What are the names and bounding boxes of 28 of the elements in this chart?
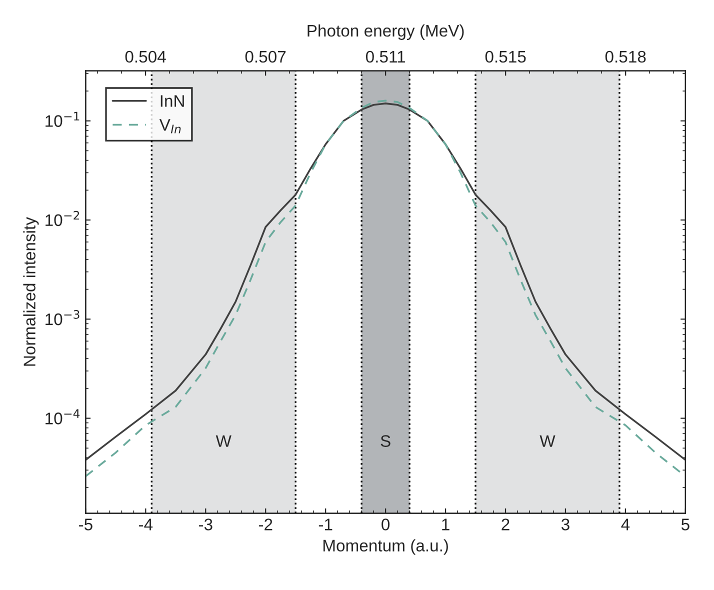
- band-label: S: [380, 435, 390, 447]
- y-tick-label: 10$^{−4}$: [46, 409, 80, 424]
- x-axis-title: Momentum (a.u.): [323, 539, 448, 555]
- x2-tick-label: 0.511: [366, 50, 405, 63]
- legend-label: V$_{In}$: [159, 119, 181, 134]
- x2-tick-label: 0.515: [485, 50, 526, 63]
- x-tick-label: -5: [79, 518, 92, 530]
- x2-tick-label: 0.518: [605, 50, 646, 63]
- x-tick-label: 1: [442, 518, 450, 530]
- x-tick-label: -4: [138, 518, 153, 530]
- x-tick-label: 5: [681, 518, 690, 530]
- y-tick-label: 10$^{−1}$: [46, 112, 80, 127]
- x-tick-label: -3: [198, 518, 212, 530]
- x-tick-label: 4: [621, 518, 630, 530]
- x-tick-label: -1: [318, 518, 332, 530]
- y-tick-label: 10$^{−3}$: [46, 310, 80, 326]
- y-tick-label: 10$^{−2}$: [46, 210, 80, 226]
- band-label: W: [540, 435, 556, 447]
- x2-axis-title: Photon energy (MeV): [308, 24, 464, 40]
- x-tick-label: 3: [561, 518, 570, 530]
- x2-tick-label: 0.504: [125, 50, 166, 63]
- x2-tick-label: 0.507: [245, 50, 286, 63]
- y-axis-title: Normalized intensity: [23, 217, 39, 366]
- x-tick-label: 2: [502, 518, 510, 530]
- band-label: W: [216, 435, 232, 447]
- x-tick-label: 0: [382, 518, 390, 530]
- legend-label: InN: [160, 95, 184, 107]
- x-tick-label: -2: [258, 518, 272, 530]
